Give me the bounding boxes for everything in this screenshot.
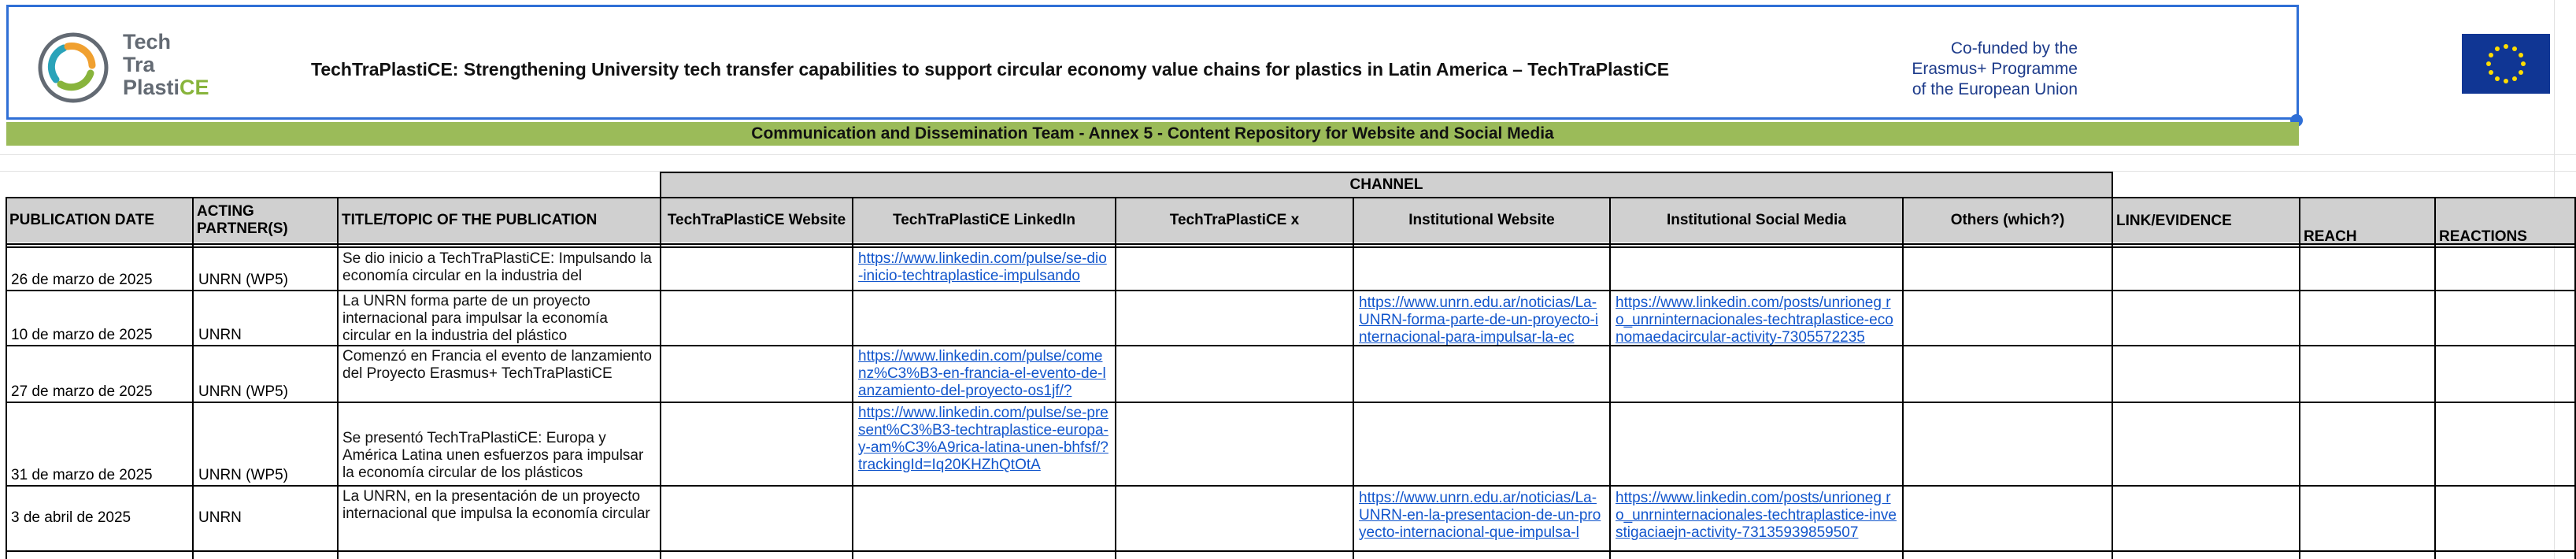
col-header-institutional-social[interactable]: Institutional Social Media — [1611, 198, 1902, 242]
col-header-reactions[interactable]: REACTIONS — [2436, 198, 2576, 246]
col-header-linkedin[interactable]: TechTraPlastiCE LinkedIn — [853, 198, 1115, 242]
annex-title-bar: Communication and Dissemination Team - A… — [6, 122, 2299, 146]
channel-group-header: CHANNEL — [661, 173, 2112, 197]
cell-partner[interactable]: UNRN — [198, 327, 242, 343]
cell-title[interactable]: Se presentó TechTraPlastiCE: Europa y Am… — [342, 430, 644, 481]
cell-institutional-website-link[interactable]: https://www.unrn.edu.ar/noticias/La-UNRN… — [1359, 490, 1601, 541]
cell-partner[interactable]: UNRN (WP5) — [198, 272, 288, 288]
header-banner[interactable]: Tech Tra PlastiCE TechTraPlastiCE: Stren… — [6, 5, 2550, 120]
cell-partner[interactable]: UNRN (WP5) — [198, 467, 288, 483]
table-border — [6, 402, 2576, 403]
cell-date[interactable]: 27 de marzo de 2025 — [11, 383, 153, 400]
col-header-acting-partners[interactable]: ACTING PARTNER(S) — [194, 198, 337, 242]
logo-wordmark: Tech Tra PlastiCE — [123, 30, 209, 99]
project-title: TechTraPlastiCE: Strengthening Universit… — [311, 59, 1670, 80]
cell-partner[interactable]: UNRN (WP5) — [198, 383, 288, 400]
table-border — [1609, 197, 1611, 559]
cell-date[interactable]: 3 de abril de 2025 — [11, 509, 131, 526]
cell-partner[interactable]: UNRN — [198, 509, 242, 526]
eu-cofunding-text: Co-funded by the Erasmus+ Programme of t… — [1912, 39, 2078, 98]
cell-date[interactable]: 10 de marzo de 2025 — [11, 327, 153, 343]
eu-flag-icon — [2462, 34, 2550, 94]
table-border — [192, 197, 194, 559]
table-border — [1902, 197, 1904, 559]
cell-institutional-website-link[interactable]: https://www.unrn.edu.ar/noticias/La-UNRN… — [1359, 294, 1599, 345]
cell-linkedin-link[interactable]: https://www.linkedin.com/pulse/se-presen… — [858, 405, 1108, 473]
table-border — [2112, 172, 2113, 559]
table-border — [852, 197, 853, 559]
table-border — [6, 243, 2576, 245]
col-header-publication-date[interactable]: PUBLICATION DATE — [6, 198, 192, 242]
table-border — [6, 246, 2576, 248]
cell-date[interactable]: 31 de marzo de 2025 — [11, 467, 153, 483]
cell-title[interactable]: Se dio inicio a TechTraPlastiCE: Impulsa… — [342, 250, 652, 284]
table-border — [6, 197, 7, 559]
grid-line — [0, 171, 2576, 172]
table-border — [2574, 197, 2576, 559]
col-header-institutional-website[interactable]: Institutional Website — [1354, 198, 1609, 242]
col-header-link-evidence[interactable]: LINK/EVIDENCE — [2113, 198, 2299, 242]
cell-title[interactable]: La UNRN forma parte de un proyecto inter… — [342, 293, 608, 344]
cell-linkedin-link[interactable]: https://www.linkedin.com/pulse/comenz%C3… — [858, 348, 1106, 399]
grid-line — [0, 154, 2576, 155]
techtraplastice-logo-icon — [38, 32, 109, 103]
col-header-x[interactable]: TechTraPlastiCE x — [1116, 198, 1353, 242]
col-header-website[interactable]: TechTraPlastiCE Website — [661, 198, 852, 242]
table-border — [2299, 197, 2300, 559]
table-border — [2434, 197, 2436, 559]
col-header-reach[interactable]: REACH — [2300, 198, 2434, 246]
cell-date[interactable]: 26 de marzo de 2025 — [11, 272, 153, 288]
table-border — [660, 172, 2113, 173]
table-border — [1353, 197, 1354, 559]
table-border — [6, 290, 2576, 291]
cell-linkedin-link[interactable]: https://www.linkedin.com/pulse/se-dio-in… — [858, 250, 1107, 284]
table-border — [660, 172, 661, 559]
cell-title[interactable]: La UNRN, en la presentación de un proyec… — [342, 488, 650, 522]
table-border — [6, 345, 2576, 346]
table-border — [6, 197, 2576, 198]
table-border — [1115, 197, 1116, 559]
cell-institutional-social-link[interactable]: https://www.linkedin.com/posts/unrioneg … — [1616, 294, 1893, 345]
table-border — [337, 197, 339, 559]
cell-title[interactable]: Comenzó en Francia el evento de lanzamie… — [342, 348, 652, 382]
grid-line — [2554, 0, 2555, 559]
table-border — [6, 550, 2576, 552]
col-header-others[interactable]: Others (which?) — [1904, 198, 2112, 242]
col-header-title[interactable]: TITLE/TOPIC OF THE PUBLICATION — [339, 198, 660, 242]
cell-institutional-social-link[interactable]: https://www.linkedin.com/posts/unrioneg … — [1616, 490, 1897, 541]
table-border — [6, 485, 2576, 487]
